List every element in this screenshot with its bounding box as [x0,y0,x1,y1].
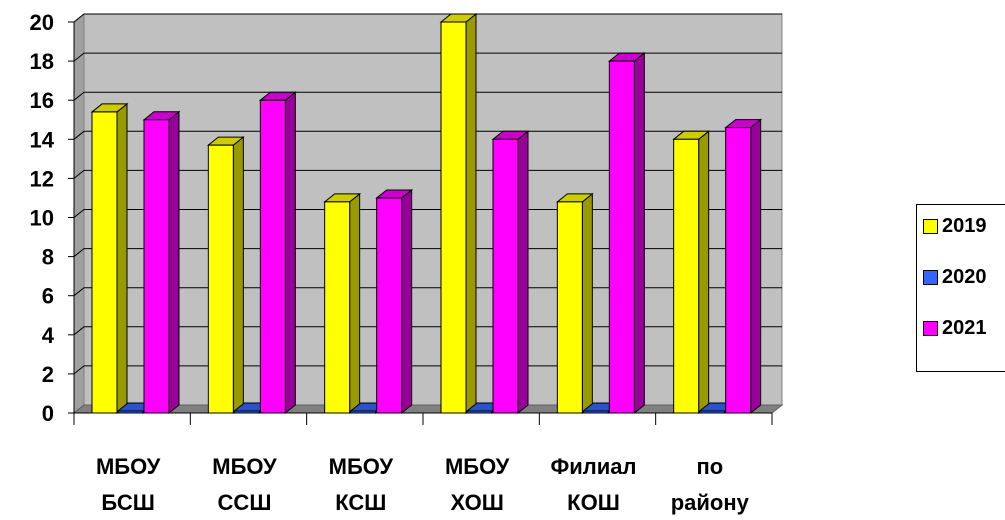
x-category-label: по [696,454,723,479]
bar-side [168,110,180,415]
legend: 2019 2020 2021 [916,204,1005,372]
bar-side [750,118,762,415]
legend-label: 2021 [942,316,987,339]
gridline [73,13,782,23]
bar-side [116,102,128,415]
x-category-label: МБОУ [445,454,510,479]
y-tick-label: 16 [30,88,54,113]
bar-side [581,192,593,415]
bar-side [698,130,710,415]
bar [439,12,478,415]
y-tick-label: 6 [42,284,54,309]
gridline [73,365,782,375]
x-category-label: району [671,490,750,515]
bar-group [206,91,297,415]
y-tick-labels: 0 2 4 6 8 10 12 14 16 18 20 [30,10,55,426]
legend-swatch [923,320,938,336]
bar-side [284,91,296,415]
x-category-label: ХОШ [451,490,504,515]
gridline [73,91,782,101]
bar-front [440,21,467,414]
bar-group [672,118,763,415]
bar-group [555,52,646,415]
axes [68,21,773,425]
bar-side [349,192,361,415]
y-tick-label: 20 [30,10,54,35]
bar [555,192,594,415]
gridline [73,248,782,257]
bar-group [439,12,530,415]
bar-front [324,201,351,414]
bar-front [608,60,635,414]
gridline [73,287,782,297]
bar-front [492,138,519,414]
bar-front [91,111,118,414]
bar-front [673,138,700,414]
legend-label: 2020 [942,265,987,288]
bar-front [725,127,752,414]
legend-label: 2019 [942,214,987,237]
bar [206,136,245,415]
gridline [73,209,782,218]
bar-front [556,201,583,414]
y-tick-label: 12 [30,166,54,191]
bar-side [633,52,645,415]
bar [375,188,414,415]
bar-side [232,136,244,415]
bars [90,12,763,415]
gridline [73,326,782,336]
y-tick-label: 18 [30,49,54,74]
legend-item: 2020 [923,266,987,288]
bar-front [259,99,286,414]
y-tick-label: 10 [30,206,54,231]
bar [90,102,129,415]
x-category-label: МБОУ [212,454,277,479]
bar-front [143,119,170,414]
bar-front [376,197,403,414]
y-tick-label: 4 [42,323,55,348]
bar [323,192,362,415]
bar-side [465,12,477,415]
x-category-label: МБОУ [96,454,161,479]
legend-swatch [923,218,938,234]
y-tick-label: 14 [30,127,55,152]
bar [672,130,711,415]
legend-swatch [923,269,938,285]
x-category-label: ССШ [218,490,272,515]
x-category-label: МБОУ [329,454,394,479]
x-category-label: Филиал [550,454,636,479]
y-tick-label: 0 [42,401,54,426]
y-tick-label: 2 [42,362,54,387]
legend-item: 2021 [923,317,987,339]
bar-group [90,102,181,415]
bar-side [401,188,413,415]
bar [607,52,646,415]
gridline [73,52,782,62]
bar [491,130,530,415]
x-category-label: КСШ [335,490,386,515]
legend-item: 2019 [923,215,987,237]
bar-front [207,144,234,414]
gridline [73,130,782,140]
bar [142,110,181,415]
x-category-label: КОШ [567,490,620,515]
bar [724,118,763,415]
gridline [73,169,782,179]
gridlines [73,13,782,375]
x-category-label: БСШ [101,490,155,515]
bar [258,91,297,415]
bar-side [517,130,529,415]
y-tick-label: 8 [42,245,54,270]
x-category-labels: МБОУ БСШ МБОУ ССШ МБОУ КСШ МБОУ ХОШ Филиал КОШ по р… [96,454,750,515]
